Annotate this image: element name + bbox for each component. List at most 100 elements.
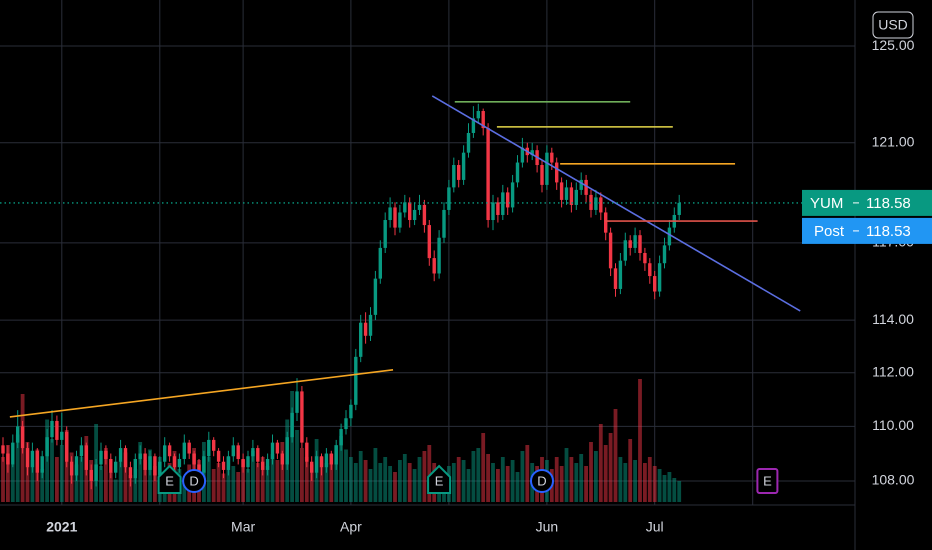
volume-bar [108,472,113,502]
x-tick-label: Mar [231,519,255,535]
candle-body [118,448,123,462]
candle-body [643,253,647,264]
candle-body [79,445,84,457]
volume-bar [564,448,569,502]
volume-bar [79,457,84,502]
event-marker [530,469,554,493]
candle-body [506,192,510,208]
candle-body [138,453,142,459]
event-marker [182,469,207,493]
candle-body [123,448,128,468]
volume-bar [589,442,593,502]
candle-body [246,456,250,468]
candle-body [349,404,353,419]
volume-bar [290,391,294,502]
candle-body [393,207,397,228]
candle-body [226,456,231,470]
candle-body [628,240,632,248]
post-label: Post [814,223,845,240]
volume-bar [451,463,456,502]
candle-body [11,442,15,465]
volume-bar [407,463,412,502]
event-marker [157,464,182,494]
candle-body [99,450,103,465]
candle-body [515,162,520,183]
candle-body [212,439,216,451]
candle-body [305,442,309,462]
candle-body [265,458,270,470]
volume-bar [554,457,559,502]
currency-label[interactable]: USD [878,17,908,33]
price-labels: YUM 118.58 Post 118.53 [802,189,932,244]
candle-body [398,212,402,228]
axis-layer: 125.00121.00117.00114.00112.00110.00108.… [46,37,914,535]
candle-body [275,442,280,454]
candle-body [1,445,5,454]
volume-bar [309,464,314,502]
volume-bar [667,472,672,502]
candle-body [84,445,88,470]
drawing-layer [0,95,855,418]
volume-bar [598,424,603,502]
candle-body [613,268,618,289]
volume-bar [353,463,358,502]
volume-bar [412,469,417,502]
volume-bar [113,479,118,502]
volume-bar [662,475,667,502]
volume-bar [466,469,471,502]
candle-body [510,182,515,208]
volume-bar [133,469,138,502]
candle-body [177,458,182,468]
candle-body [192,453,196,465]
volume-bar [6,445,10,502]
candle-body [378,247,382,279]
volume-bar [584,466,588,502]
volume-bar [402,454,407,502]
volume-bar [236,472,241,502]
volume-bar [358,451,363,502]
x-tick-label: Apr [340,519,362,535]
currency-button[interactable] [872,11,914,39]
volume-bar [520,451,525,502]
y-tick-label: 125.00 [872,37,915,53]
volume-bar [118,461,123,502]
candle-body [501,192,505,215]
candle-body [256,448,260,462]
y-tick-label: 114.00 [872,311,914,327]
candle-body [158,461,162,476]
last-price-box [802,189,932,216]
volume-bar [50,439,54,502]
volume-bar [349,457,353,502]
volume-bar [618,457,623,502]
candle-body [481,111,485,129]
candle-body [148,456,152,470]
candle-body [216,450,221,462]
volume-bar [603,445,608,502]
candle-body [207,439,211,457]
candle-body [412,209,417,221]
volume-bar [643,463,647,502]
volume-bar [471,451,476,502]
candle-body [344,418,348,430]
candle-body [35,450,39,473]
candle-body [55,420,59,440]
candle-body [574,189,578,205]
volume-bar [10,464,15,502]
x-tick-label: Jul [646,519,664,535]
candle-body [520,147,525,163]
volume-bar [383,457,388,502]
candle-body [476,111,480,119]
volume-bar [652,466,657,502]
volume-bar [505,466,510,502]
volume-bar [481,433,486,502]
candle-body [373,278,378,315]
x-tick-label: 2021 [46,519,77,535]
volume-bar [378,463,383,502]
candle-body [383,220,387,248]
candle-body [530,150,534,156]
trend-line [431,95,801,312]
volume-bar [30,460,35,502]
volume-bar [633,460,637,502]
candle-body [486,128,490,221]
volume-bar [40,469,45,502]
